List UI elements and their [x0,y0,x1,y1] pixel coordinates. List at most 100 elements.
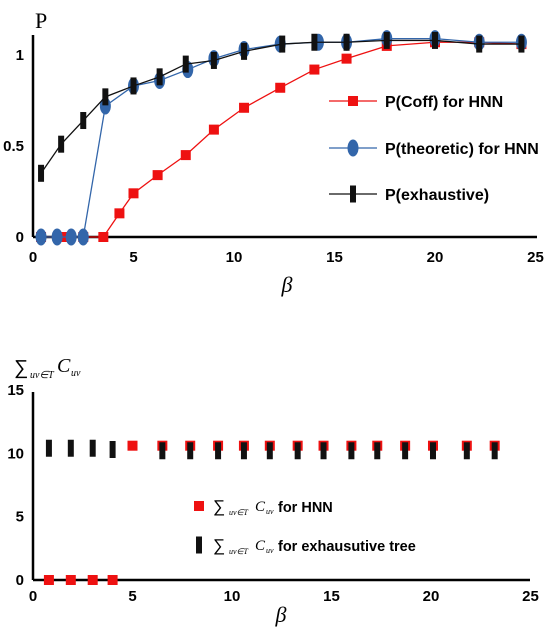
data-point [215,442,222,460]
legend-label: for exhausutive tree [278,539,416,555]
data-point [89,439,96,457]
x-tick-label: 15 [326,249,343,266]
legend-entry: P(Coff) for HNN [329,94,503,111]
data-point [432,31,438,49]
legend-entry: P(exhaustive) [329,185,489,204]
y-label-var: C [57,355,71,377]
data-point [102,88,109,106]
data-point [98,232,109,242]
legend-sub: uv∈T [229,508,249,517]
data-point [491,442,498,460]
data-point [80,112,87,130]
series-line [41,37,522,238]
series-line [40,39,522,174]
data-point [51,228,63,246]
data-point [114,208,125,219]
legend-sum: ∑ [213,497,225,516]
legend-var: C [255,538,266,554]
legend: P(Coff) for HNN P(theoretic) for HNN P(exh… [329,94,539,204]
x-tick-labels: 0 5 10 15 20 25 [29,588,539,605]
series-line [41,41,522,238]
x-tick-label: 5 [129,249,137,266]
data-point [58,135,65,153]
data-point [43,575,54,585]
legend-var-sub: uv [266,546,274,555]
data-point [45,439,52,457]
legend-var-sub: uv [266,507,274,516]
legend-label: P(exhaustive) [385,187,489,204]
data-point [159,442,166,460]
y-tick-label: 0.5 [3,138,24,155]
y-tick-labels: 0 5 10 15 [7,382,24,589]
x-tick-label: 20 [423,588,440,605]
legend-entry: P(theoretic) for HNN [329,139,539,158]
legend-marker [350,185,356,203]
y-label-var-sub: uv [71,368,81,379]
data-point [463,442,470,460]
series-1 [36,37,527,242]
y-axis-label: ∑ uv∈T C uv [14,355,81,381]
legend-label: for HNN [278,500,333,516]
x-tick-label: 15 [323,588,340,605]
data-point [320,442,327,460]
y-tick-label: 15 [7,382,24,399]
data-point [240,442,247,460]
data-point [311,33,318,51]
legend-sum: ∑ [213,536,225,555]
y-tick-label: 10 [7,445,24,462]
legend-marker [196,536,202,554]
legend-var: C [255,499,266,515]
data-point [343,33,350,51]
data-point [130,77,137,95]
x-tick-label: 10 [226,249,243,266]
y-label-sum: ∑ [14,357,28,379]
probability-plot: P β 0 5 10 15 20 25 00.51 P(Coff) for HNNP(th… [3,8,544,297]
x-tick-label: 0 [29,588,37,605]
y-tick-labels: 00.51 [3,47,24,246]
y-tick-label: 0 [16,572,24,589]
data-point [67,439,74,457]
data-point [77,228,89,246]
data-point [38,164,45,182]
data-point [128,188,139,199]
data-point [341,53,352,64]
legend-marker [347,139,359,157]
x-tick-label: 0 [29,249,37,266]
data-point [294,442,301,460]
y-axis-label: P [35,8,47,33]
data-point [279,35,286,53]
data-point [309,64,320,75]
series-3 [38,31,525,182]
data-point [210,51,217,69]
x-tick-label: 25 [522,588,539,605]
x-tick-label: 10 [224,588,241,605]
x-tick-label: 25 [527,249,544,266]
legend-marker [348,96,358,106]
data-point [429,442,436,460]
plot-series [43,439,500,585]
x-axis-label: β [275,602,287,627]
data-point [182,55,189,73]
series-2 [35,30,527,246]
data-point [35,228,47,246]
data-point [180,150,191,161]
data-point [239,102,250,113]
data-point [109,440,116,458]
data-point [476,35,483,53]
data-point [127,440,138,451]
data-point [383,31,390,49]
series-2 [45,439,498,460]
data-point [266,442,273,460]
data-point [348,442,355,460]
legend-sub: uv∈T [229,547,249,556]
data-point [208,124,219,135]
x-tick-label: 5 [128,588,136,605]
data-point [65,575,76,585]
data-point [87,575,98,585]
data-point [275,82,286,93]
data-point [65,228,77,246]
